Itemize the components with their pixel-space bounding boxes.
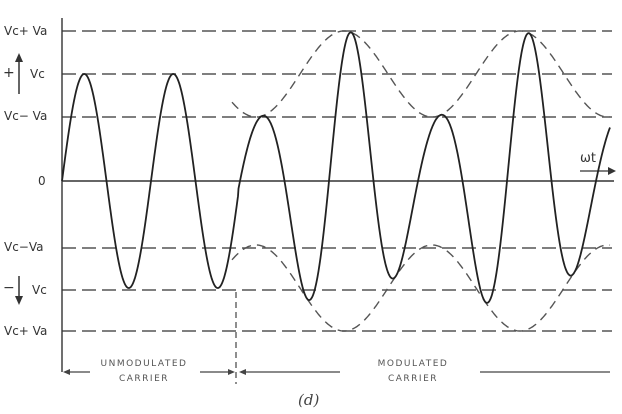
minus-arrowhead: [15, 296, 23, 305]
plus-sign: +: [3, 65, 15, 81]
label-vc-plus-va-top: Vc+ Va: [4, 24, 48, 38]
unmodulated-caption: UNMODULATED CARRIER: [92, 359, 196, 385]
unmodulated-caption-line1: UNMODULATED: [100, 359, 188, 369]
lower-envelope: [231, 244, 611, 332]
unmodulated-right-arrowhead: [228, 369, 235, 375]
modulated-caption: MODULATED CARRIER: [358, 359, 468, 385]
unmodulated-left-arrowhead: [63, 369, 70, 375]
carrier-waveform: [61, 31, 611, 304]
label-vc-minus-va-bottom: Vc−Va: [4, 240, 44, 254]
label-zero: 0: [38, 174, 46, 188]
minus-sign: −: [3, 280, 15, 296]
figure-label: (d): [298, 391, 320, 409]
unmodulated-caption-line2: CARRIER: [118, 373, 170, 384]
plus-arrowhead: [15, 53, 23, 62]
label-vc-bottom: Vc: [32, 283, 47, 297]
label-vc-minus-va-top: Vc− Va: [4, 109, 48, 123]
label-vc-plus-va-bottom: Vc+ Va: [4, 324, 48, 338]
omega-t-arrowhead: [608, 167, 616, 175]
modulated-left-arrowhead: [239, 369, 246, 375]
upper-envelope: [231, 30, 611, 118]
modulated-caption-line2: CARRIER: [387, 373, 439, 384]
modulated-caption-line1: MODULATED: [377, 359, 449, 369]
label-vc-top: Vc: [30, 67, 45, 81]
omega-t-label: ωt: [580, 151, 596, 166]
